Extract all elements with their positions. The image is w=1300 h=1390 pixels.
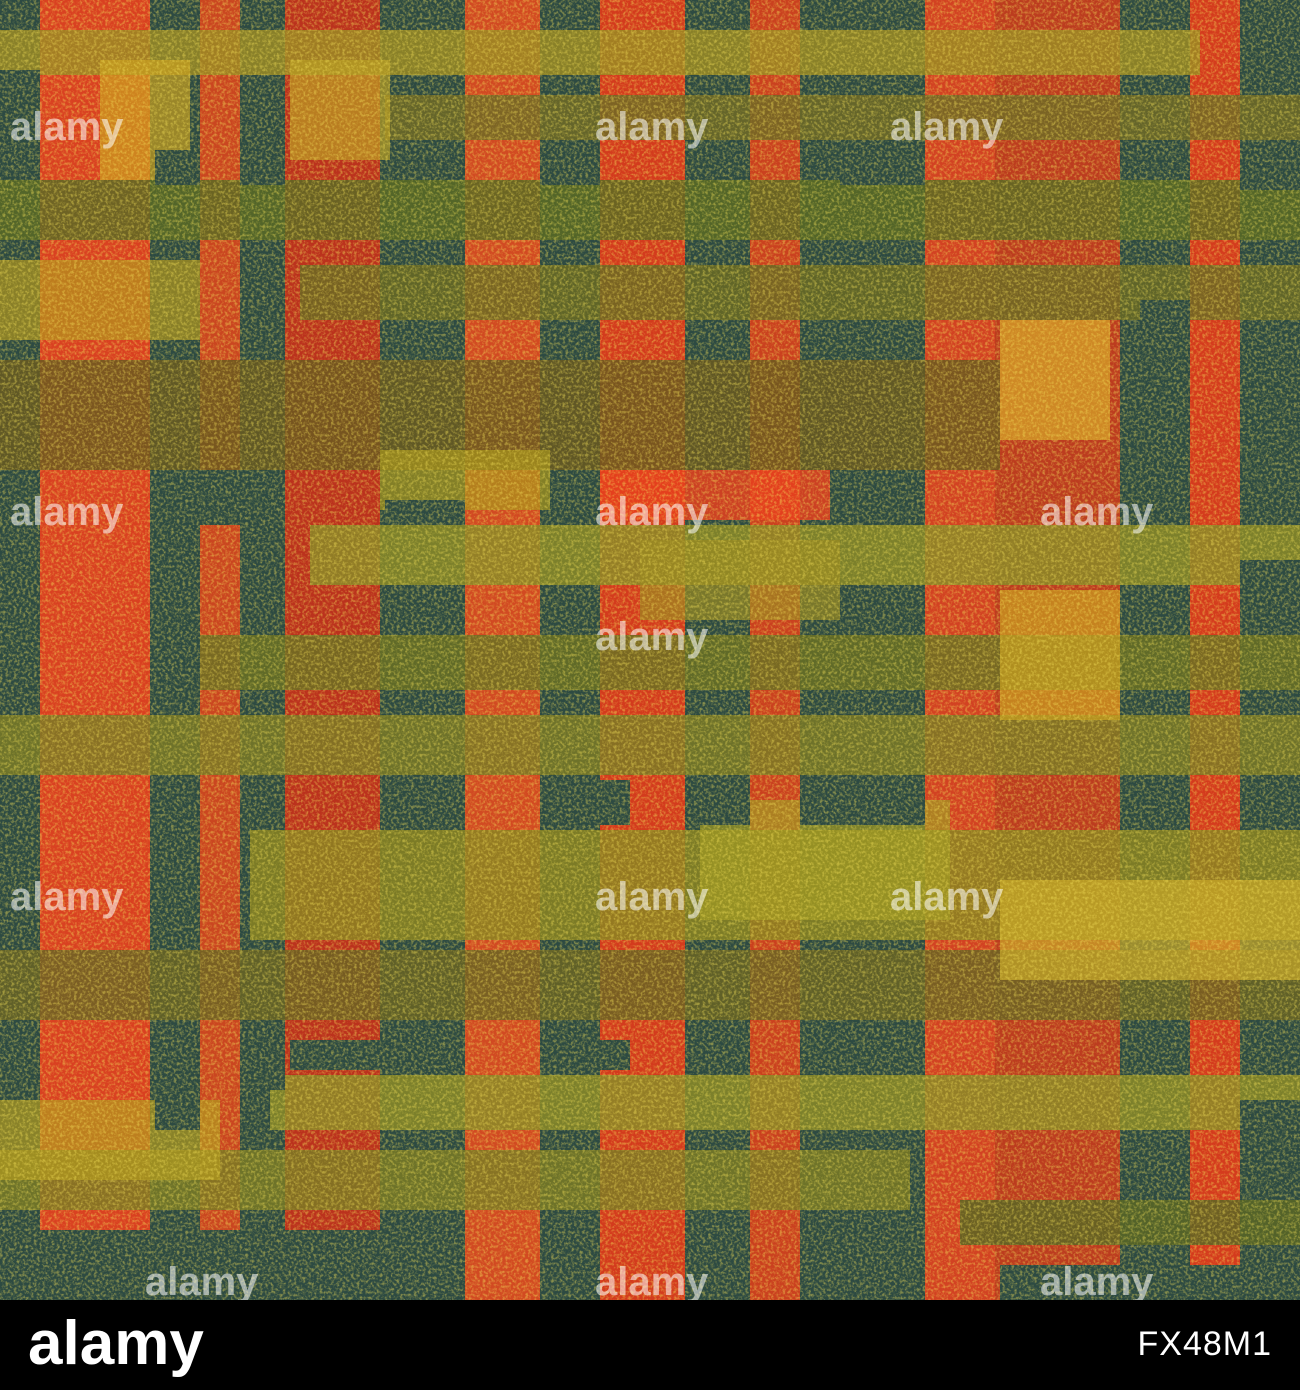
watermark-text: alamy <box>10 105 124 149</box>
watermark-text: alamy <box>890 105 1004 149</box>
watermark-text: alamy <box>145 1260 259 1300</box>
abstract-plaid-texture-image: alamy alamy alamy alamy alamy alamy alam… <box>0 0 1300 1300</box>
grunge-overlay <box>0 0 1300 1300</box>
watermark-text: alamy <box>595 1260 709 1300</box>
watermark-grid: alamy alamy alamy alamy alamy alamy alam… <box>10 105 1154 1300</box>
watermark-text: alamy <box>595 105 709 149</box>
watermark-text: alamy <box>10 490 124 534</box>
watermark-text: alamy <box>595 490 709 534</box>
alamy-logo-text: alamy <box>28 1312 204 1378</box>
watermark-text: alamy <box>595 615 709 659</box>
watermark-text: alamy <box>1040 490 1154 534</box>
stock-footer-bar: alamy FX48M1 <box>0 1300 1300 1390</box>
watermark-text: alamy <box>890 875 1004 919</box>
watermark-text: alamy <box>1040 1260 1154 1300</box>
watermark-text: alamy <box>595 875 709 919</box>
image-id-label: FX48M1 <box>1137 1325 1272 1363</box>
watermark-text: alamy <box>10 875 124 919</box>
alamy-logo: alamy <box>28 1312 204 1378</box>
